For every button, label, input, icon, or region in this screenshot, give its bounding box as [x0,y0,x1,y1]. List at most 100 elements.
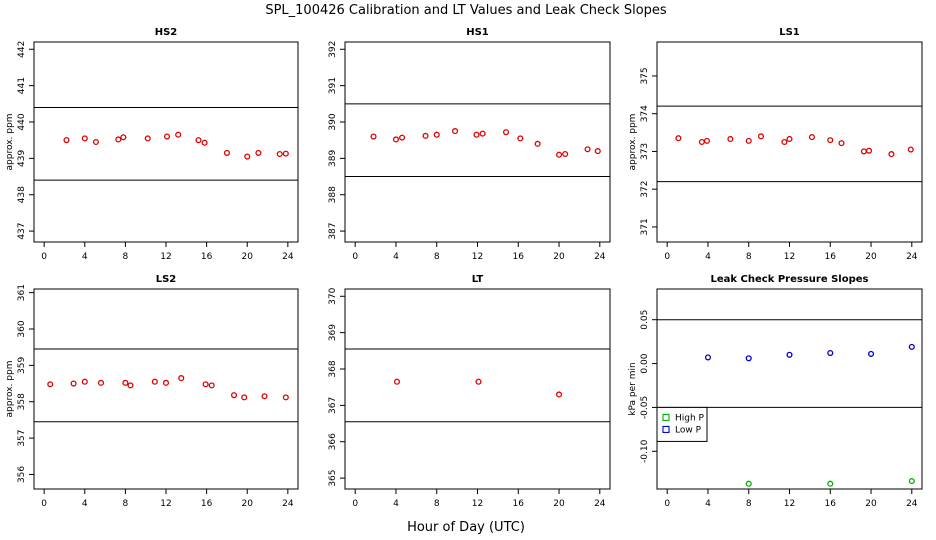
x-tick-label: 12 [472,252,483,262]
data-point [151,378,158,385]
x-tick-label: 12 [160,252,171,262]
x-tick-label: 20 [865,252,877,262]
x-tick-label: 8 [434,252,440,262]
y-axis-label: approx. ppm [5,361,15,418]
legend-swatch [662,425,670,433]
data-point [63,137,70,144]
data-point [393,378,401,385]
plot-frame [656,288,923,490]
data-point [757,133,765,140]
data-point [202,381,209,388]
panel-5: LT 0 4 8 12 16 20 24 365 366 367 368 369 370 [328,274,611,509]
y-tick-label: 373 [640,143,650,160]
x-tick-label: 12 [784,252,795,262]
x-tick-label: 20 [865,499,877,509]
x-axis-label: Hour of Day (UTC) [407,520,525,535]
data-point [867,350,875,357]
data-point [282,150,289,157]
y-tick-label: 439 [17,150,27,167]
data-point [827,137,834,144]
x-tick-label: 8 [123,252,129,262]
x-tick-label: 20 [242,252,254,262]
panel-1: HS2 0 4 8 12 16 20 24 437 438 439 440 441 442 approx. … [5,27,299,262]
data-point [178,375,185,382]
x-tick-label: 0 [352,499,358,509]
plot-frame [33,41,299,243]
data-point [208,382,215,389]
x-tick-label: 24 [906,252,918,262]
y-tick-label: 365 [328,469,338,486]
data-point [860,148,867,155]
data-point [370,133,377,140]
x-tick-label: 0 [664,499,670,509]
x-tick-label: 16 [825,499,837,509]
data-point [745,480,752,487]
y-tick-label: 441 [17,77,27,94]
data-point [392,136,400,143]
data-point [81,378,88,385]
data-point [479,130,486,137]
y-tick-label: 391 [328,77,338,94]
data-point [781,138,788,146]
x-tick-label: 24 [282,252,294,262]
panel-title: HS2 [155,27,178,38]
panel-title: Leak Check Pressure Slopes [711,274,869,285]
x-tick-label: 0 [41,252,47,262]
panel-title: LS2 [156,274,177,285]
x-tick-label: 4 [82,252,88,262]
data-point [115,136,122,143]
data-point [70,380,77,387]
x-tick-label: 4 [393,252,399,262]
data-point [175,131,182,138]
legend-box [656,406,708,442]
x-tick-label: 8 [123,499,129,509]
data-point [244,153,251,160]
panel-6: Leak Check Pressure Slopes 0 4 8 12 16 20 24 -0.… [628,274,923,509]
y-tick-label: 372 [640,181,650,198]
y-tick-label: 388 [328,186,338,203]
x-tick-label: 24 [594,499,606,509]
y-tick-label: 357 [17,429,27,446]
x-tick-label: 16 [825,252,837,262]
y-tick-label: 440 [17,113,27,130]
x-tick-label: 4 [705,499,711,509]
data-point [698,138,705,146]
data-point [907,146,914,153]
data-point [517,135,524,142]
x-tick-label: 12 [784,499,795,509]
y-tick-label: 437 [17,222,27,239]
x-tick-label: 16 [201,252,213,262]
panel-4: LS2 0 4 8 12 16 20 24 356 357 358 359 360 361 approx. … [5,274,299,509]
data-point [727,135,734,143]
y-tick-label: 359 [17,357,27,374]
x-tick-label: 8 [746,252,752,262]
data-point [808,134,815,141]
data-point [838,140,845,147]
panel-title: LT [472,274,484,285]
data-point [122,379,129,386]
data-point [584,146,591,153]
x-tick-label: 24 [906,499,918,509]
data-point [127,382,134,389]
data-point [282,394,289,401]
x-tick-label: 4 [82,499,88,509]
x-tick-label: 4 [705,252,711,262]
data-point [399,134,406,141]
data-point [255,149,262,156]
data-point [704,354,712,361]
x-tick-label: 4 [393,499,399,509]
legend-label: Low P [675,425,702,435]
x-tick-label: 8 [746,499,752,509]
y-tick-label: -0.05 [640,396,650,419]
y-axis-label: kPa per min [628,362,638,415]
data-point [81,135,88,142]
y-tick-label: 369 [328,324,338,341]
y-tick-label: 0.00 [640,353,650,373]
data-point [534,140,541,147]
data-point [827,480,834,487]
x-tick-label: 20 [553,499,565,509]
y-tick-label: 375 [640,67,650,84]
data-point [908,478,915,485]
y-tick-label: 356 [17,466,27,483]
data-point [473,131,480,138]
